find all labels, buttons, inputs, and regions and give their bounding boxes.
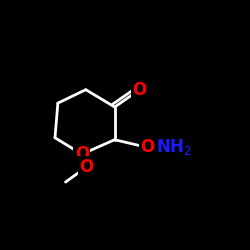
Text: O: O xyxy=(132,81,147,99)
Text: O: O xyxy=(140,138,154,156)
Text: O: O xyxy=(75,145,89,163)
Text: NH$_2$: NH$_2$ xyxy=(156,138,192,158)
Text: O: O xyxy=(80,158,94,176)
